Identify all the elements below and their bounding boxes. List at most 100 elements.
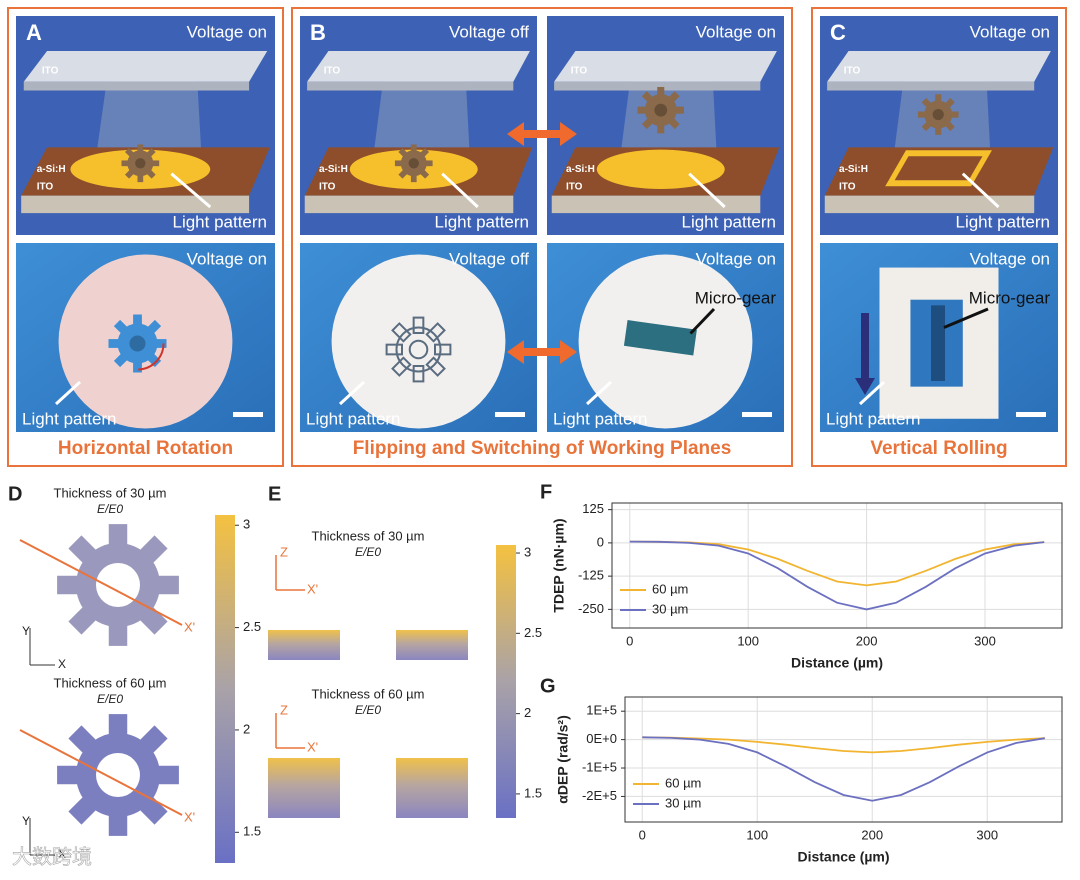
colorbar-tick-label: 3 (524, 544, 531, 559)
slab-side (551, 195, 761, 214)
pointer-arrow (585, 380, 613, 406)
x-tick-label: 100 (737, 633, 759, 648)
gear-body (117, 323, 158, 364)
panel-caption: Horizontal Rotation (58, 438, 233, 459)
gear-body (395, 326, 442, 373)
switch-arrow-head (507, 122, 524, 146)
map-quantity: E/E0 (355, 545, 381, 559)
gear-tooth (133, 358, 142, 373)
panel-label: D (8, 483, 22, 505)
ito-edge (307, 81, 514, 91)
map-title: Thickness of 30 µm (312, 528, 425, 543)
gear (917, 94, 959, 135)
plot-frame (624, 696, 1063, 823)
y-tick-label: 1E+5 (586, 703, 617, 718)
gear-body (127, 150, 154, 177)
gear-tooth (425, 322, 446, 343)
gear (121, 144, 160, 183)
voltage-state: Voltage on (187, 249, 267, 268)
x-tick-label: 300 (974, 633, 996, 648)
colorbar-tick-label: 2 (524, 705, 531, 720)
x-tick-label: 200 (856, 633, 878, 648)
y-axis-label: αDEP (rad/s²) (555, 715, 571, 803)
pointer-label: Light pattern (955, 212, 1050, 231)
colorbar (215, 515, 235, 863)
y-tick-label: 0 (597, 534, 604, 549)
electrode-label: ITO (42, 65, 59, 76)
panel-label: C (830, 20, 846, 45)
panel-frame (7, 7, 284, 467)
pointer-arrow (858, 380, 886, 406)
x-tick-label: 0 (626, 633, 633, 648)
voltage-state: Voltage off (449, 249, 529, 268)
scale-bar (233, 412, 263, 417)
cut-label: X' (184, 619, 195, 634)
pointer-arrow (688, 172, 726, 209)
object-arrow (943, 307, 989, 329)
down-arrow-head (855, 378, 875, 395)
electrode-label: ITO (319, 181, 336, 192)
gear-hole (408, 339, 429, 360)
field-map (268, 758, 340, 818)
gear-tooth (657, 86, 665, 99)
x-tick-label: 300 (976, 827, 998, 842)
pointer-label: Light pattern (172, 212, 267, 231)
slab-side (21, 195, 250, 214)
y-tick-label: -250 (578, 601, 604, 616)
electrode-label: ITO (324, 65, 341, 76)
scale-bar (1016, 412, 1046, 417)
gear-tooth (385, 343, 404, 356)
pointer-label: Light pattern (681, 212, 776, 231)
y-tick-label: -125 (578, 568, 604, 583)
gear-arc (110, 316, 165, 371)
legend-label: 30 µm (665, 795, 701, 810)
voltage-state: Voltage on (696, 22, 776, 41)
voltage-state: Voltage on (696, 249, 776, 268)
gear-tooth (137, 173, 144, 183)
switch-arrow (520, 130, 564, 138)
map-title: Thickness of 30 µm (54, 485, 167, 500)
gear-tooth (412, 316, 425, 335)
axis-name: X' (307, 739, 318, 754)
colorbar-tick-label: 2.5 (243, 619, 261, 634)
slab-side (824, 195, 1035, 214)
gear-hole (654, 103, 668, 117)
panel-label: A (26, 20, 42, 45)
electrode-label: ITO (37, 181, 54, 192)
field-map (268, 630, 340, 660)
y-tick-label: -2E+5 (582, 788, 617, 803)
cut-label: X' (184, 809, 195, 824)
axis-name: Z (280, 702, 288, 717)
gear-tooth (657, 122, 665, 134)
gear-tooth (412, 364, 425, 383)
y-tick-label: -1E+5 (582, 759, 617, 774)
pointer-label: Light pattern (826, 409, 921, 428)
panel-frame (811, 7, 1067, 467)
colorbar-tick-label: 3 (243, 517, 250, 532)
pointer-arrow (54, 380, 82, 406)
object-arrow (689, 307, 716, 335)
axis-name: X' (307, 581, 318, 596)
voltage-state: Voltage off (449, 22, 529, 41)
series-line (642, 736, 1045, 802)
gear-tooth (410, 144, 417, 154)
axis-name: Y (22, 624, 30, 638)
field-map (396, 758, 468, 818)
panel-label: G (540, 675, 556, 697)
gear-tooth (425, 356, 446, 377)
electrode-label: ITO (844, 65, 861, 76)
layer-label: a-Si:H (839, 164, 868, 175)
gear-side (623, 320, 697, 356)
gear-tooth (935, 125, 942, 135)
gear-hole (135, 158, 146, 169)
slab-side (304, 195, 514, 214)
electrode-label: ITO (571, 65, 588, 76)
gear-tooth (391, 322, 412, 343)
series-line (629, 540, 1045, 587)
legend-label: 60 µm (652, 581, 688, 596)
ito-edge (554, 81, 761, 91)
gear-tooth (410, 173, 417, 183)
layer-label: a-Si:H (566, 164, 595, 175)
pointer-arrow (338, 380, 366, 406)
panel-label: E (268, 483, 281, 505)
